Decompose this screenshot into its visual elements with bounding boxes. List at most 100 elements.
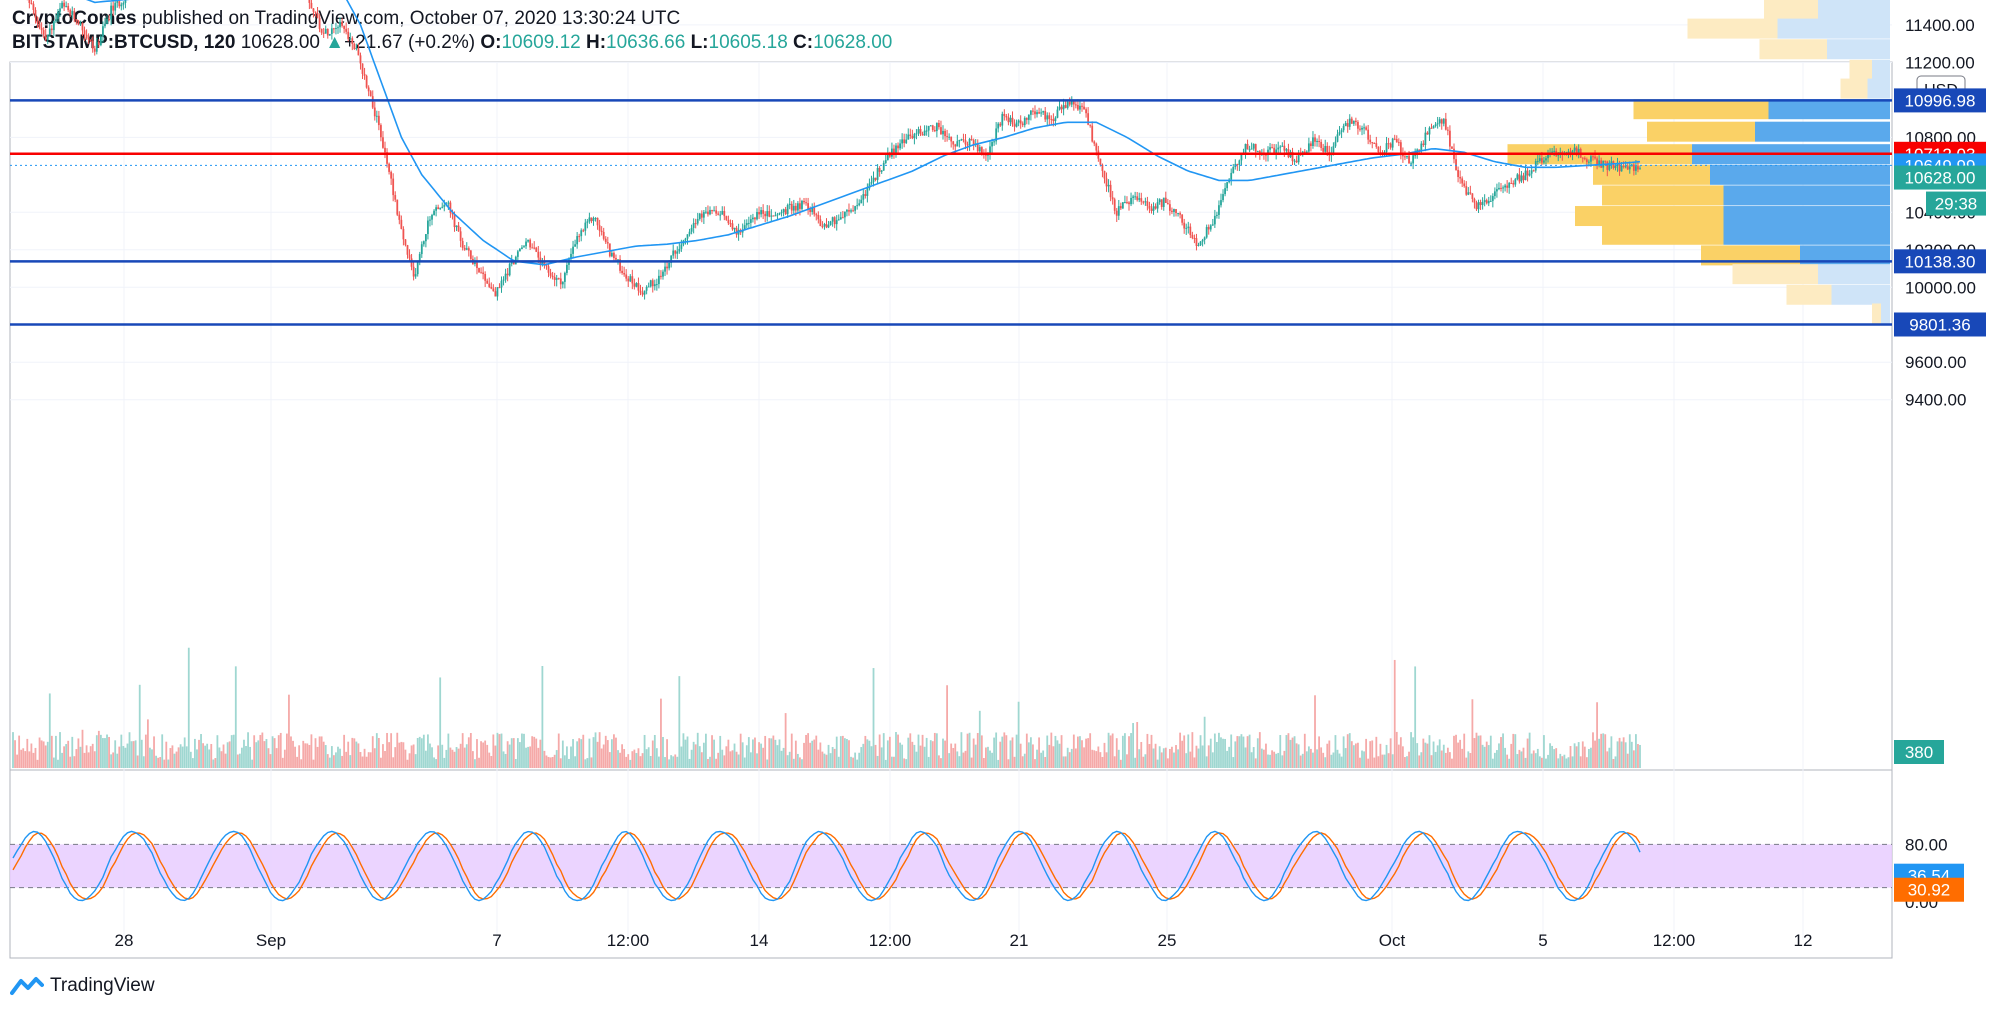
volume-bar	[715, 758, 718, 768]
volume-bar	[1085, 738, 1087, 768]
volume-profile-down	[1768, 99, 1890, 120]
volume-bar	[480, 741, 482, 768]
volume-bar	[77, 738, 80, 768]
volume-bar	[1273, 751, 1276, 768]
candle-body	[1279, 146, 1282, 148]
volume-bar	[427, 734, 429, 768]
volume-bar	[40, 740, 43, 768]
candle-body	[829, 221, 832, 225]
volume-bar	[788, 751, 791, 768]
volume-bar	[57, 759, 59, 768]
volume-bar	[408, 753, 411, 768]
candle-body	[314, 11, 317, 13]
candle-body	[1005, 116, 1008, 118]
volume-bar	[1101, 756, 1104, 768]
volume-bar	[1551, 745, 1554, 768]
volume-profile-down	[1872, 59, 1890, 80]
volume-bar	[93, 751, 96, 768]
candle-body	[527, 239, 529, 242]
candle-body	[75, 19, 78, 21]
volume-bar	[980, 735, 983, 768]
footer-brand[interactable]: TradingView	[10, 975, 155, 997]
volume-bar	[1034, 759, 1036, 768]
candle-body	[758, 212, 760, 215]
volume-bar	[745, 745, 748, 768]
candle-body	[1538, 158, 1541, 162]
volume-bar	[1285, 735, 1288, 768]
volume-bar	[1383, 754, 1386, 768]
volume-bar	[817, 749, 820, 768]
volume-bar	[257, 740, 260, 768]
volume-bar	[87, 752, 90, 768]
volume-bar	[547, 756, 550, 768]
volume-bar	[1348, 733, 1351, 768]
candle-body	[809, 209, 812, 212]
volume-bar	[167, 759, 170, 768]
volume-bar	[1187, 734, 1190, 768]
volume-bar	[1373, 757, 1376, 768]
symbol-name[interactable]: BITSTAMP:BTCUSD, 120	[12, 32, 236, 53]
candle-body	[1126, 202, 1128, 204]
candle-body	[480, 272, 482, 274]
volume-bar	[1393, 659, 1396, 768]
volume-bar	[727, 739, 730, 768]
candle-body	[1628, 166, 1631, 170]
volume-bar	[253, 735, 256, 768]
volume-bar	[786, 755, 789, 768]
candle-body	[1512, 183, 1515, 185]
candle-body	[807, 203, 810, 210]
candle-body	[850, 210, 852, 212]
candle-body	[664, 266, 666, 272]
volume-bar	[1062, 756, 1065, 768]
volume-bar	[52, 757, 55, 768]
volume-bar	[629, 759, 632, 768]
volume-bar	[136, 755, 139, 768]
candle-body	[1575, 147, 1578, 155]
time-tick-label: 12:00	[1653, 931, 1696, 950]
candle-body	[1187, 226, 1190, 228]
candle-body	[931, 125, 934, 131]
volume-bar	[318, 736, 321, 768]
volume-bar	[1481, 744, 1484, 768]
volume-bar	[1197, 748, 1200, 768]
volume-bar	[26, 738, 29, 768]
candle-body	[55, 19, 57, 22]
candle-body	[1113, 199, 1116, 211]
volume-bar	[1438, 739, 1441, 768]
volume-bar	[891, 756, 893, 768]
volume-bar	[102, 738, 104, 768]
candle-body	[67, 5, 70, 11]
candle-body	[484, 274, 487, 281]
candle-body	[424, 234, 427, 242]
volume-bar	[1054, 735, 1057, 768]
candle-body	[1449, 130, 1451, 147]
candle-body	[594, 217, 597, 219]
volume-bar	[1117, 749, 1120, 768]
candle-body	[1089, 124, 1092, 126]
volume-bar	[991, 752, 993, 768]
candle-body	[318, 17, 321, 29]
candle-body	[1316, 141, 1318, 143]
volume-bar	[447, 733, 450, 768]
volume-bar	[439, 677, 442, 768]
volume-bar	[1489, 735, 1492, 768]
volume-bar	[218, 747, 221, 768]
candle-body	[469, 250, 472, 259]
candle-body	[1312, 137, 1314, 147]
candle-body	[537, 251, 540, 258]
candle-body	[780, 212, 783, 214]
volume-bar	[1144, 754, 1147, 768]
volume-bar	[835, 736, 838, 768]
volume-bar	[784, 713, 787, 768]
volume-bar	[982, 758, 985, 768]
volume-bar	[412, 744, 415, 768]
candle-body	[1614, 165, 1617, 169]
volume-bar	[635, 753, 638, 768]
candle-body	[1502, 187, 1504, 189]
volume-bar	[75, 749, 78, 768]
volume-bar	[198, 739, 200, 768]
volume-profile-up	[1593, 164, 1710, 185]
candle-body	[978, 147, 981, 152]
volume-bar	[1549, 743, 1551, 768]
